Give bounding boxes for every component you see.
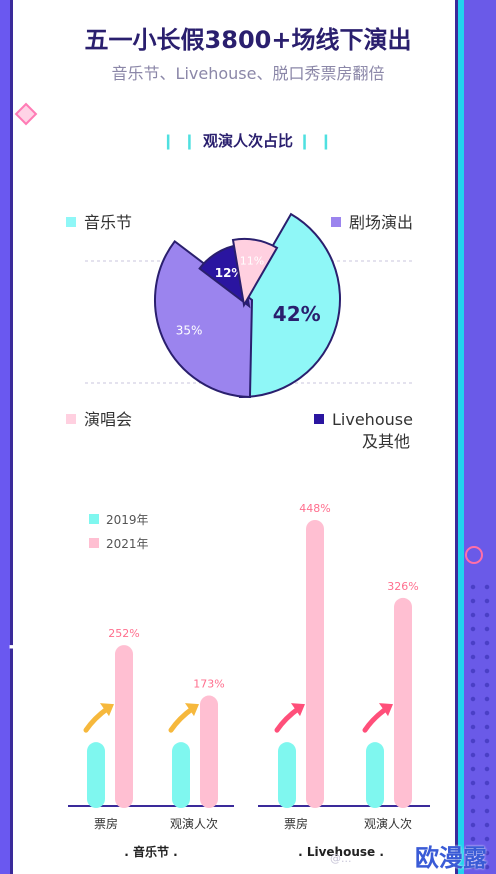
bar-value-label: 173% bbox=[193, 678, 224, 691]
growth-arrowhead-icon bbox=[291, 703, 305, 717]
pie-section-heading: ❙ ❙ 观演人次占比 ❙ ❙ bbox=[0, 130, 496, 151]
heading-bars-icon: ❙ ❙ bbox=[298, 132, 335, 150]
bar-2019 bbox=[366, 742, 384, 808]
legend-swatch-concert bbox=[66, 414, 76, 424]
bar-2021 bbox=[394, 597, 412, 808]
bar-category-label: 观演人次 bbox=[364, 816, 412, 831]
pie-slice-label: 35% bbox=[176, 323, 203, 337]
growth-arrowhead-icon bbox=[379, 703, 393, 717]
legend-swatch-music bbox=[66, 217, 76, 227]
page-title: 五一小长假3800+场线下演出 bbox=[84, 26, 412, 54]
watermark-text: @... bbox=[330, 852, 352, 865]
bar-category-label: 票房 bbox=[284, 816, 308, 831]
legend-label-2021: 2021年 bbox=[106, 537, 149, 551]
pie-chart: 42% 35% 12%11% bbox=[154, 212, 341, 399]
bar-2021 bbox=[306, 520, 324, 808]
legend-label-2019: 2019年 bbox=[106, 513, 149, 527]
legend-swatch-livehouse bbox=[314, 414, 324, 424]
pie-slice bbox=[231, 238, 279, 308]
bar-2019 bbox=[278, 742, 296, 808]
legend-swatch-2021 bbox=[89, 538, 99, 548]
legend-label-music: 音乐节 bbox=[84, 213, 132, 232]
pie-slice-label: 11% bbox=[240, 254, 264, 267]
page-subtitle: 音乐节、Livehouse、脱口秀票房翻倍 bbox=[111, 64, 385, 83]
bar-category-label: 观演人次 bbox=[170, 816, 218, 831]
bar-value-label: 252% bbox=[108, 627, 139, 640]
legend-label-theatre: 剧场演出 bbox=[349, 213, 413, 232]
bar-2021 bbox=[115, 645, 133, 808]
heading-bars-icon: ❙ ❙ bbox=[161, 132, 198, 150]
bar-2019 bbox=[172, 742, 190, 808]
legend-label-livehouse-2: 及其他 bbox=[362, 432, 410, 451]
bar-value-label: 448% bbox=[299, 502, 330, 515]
growth-arrow-icon bbox=[362, 705, 390, 733]
pie-slice-label: 12% bbox=[215, 266, 244, 280]
growth-arrowhead-icon bbox=[100, 703, 114, 717]
dot-pattern bbox=[466, 580, 496, 874]
growth-arrow-icon bbox=[168, 705, 196, 733]
bar-category-label: 票房 bbox=[94, 816, 118, 831]
pie-heading-text: 观演人次占比 bbox=[202, 132, 293, 150]
legend-swatch-theatre bbox=[331, 217, 341, 227]
left-decor-strip bbox=[0, 0, 10, 874]
legend-label-concert: 演唱会 bbox=[84, 410, 132, 429]
legend-label-livehouse: Livehouse bbox=[332, 410, 413, 429]
pie-slice-label: 42% bbox=[273, 302, 321, 326]
growth-arrow-icon bbox=[83, 705, 111, 733]
bar-value-label: 326% bbox=[387, 580, 418, 593]
bar-2021 bbox=[200, 695, 218, 808]
group-label-music: . 音乐节 . bbox=[124, 844, 177, 859]
legend-swatch-2019 bbox=[89, 514, 99, 524]
growth-arrow-icon bbox=[274, 705, 302, 733]
plus-decor-icon: ✛ bbox=[8, 631, 32, 664]
bar-chart: 252% 票房 173% 观演人次 448% 票房 326% 观演人次 bbox=[68, 502, 430, 831]
group-label-livehouse: . Livehouse . bbox=[298, 845, 384, 859]
growth-arrowhead-icon bbox=[185, 703, 199, 717]
pie-slice bbox=[154, 239, 254, 399]
brand-logo: 欧漫露 bbox=[415, 844, 487, 872]
ring-decor-icon bbox=[465, 546, 483, 564]
bar-2019 bbox=[87, 742, 105, 808]
